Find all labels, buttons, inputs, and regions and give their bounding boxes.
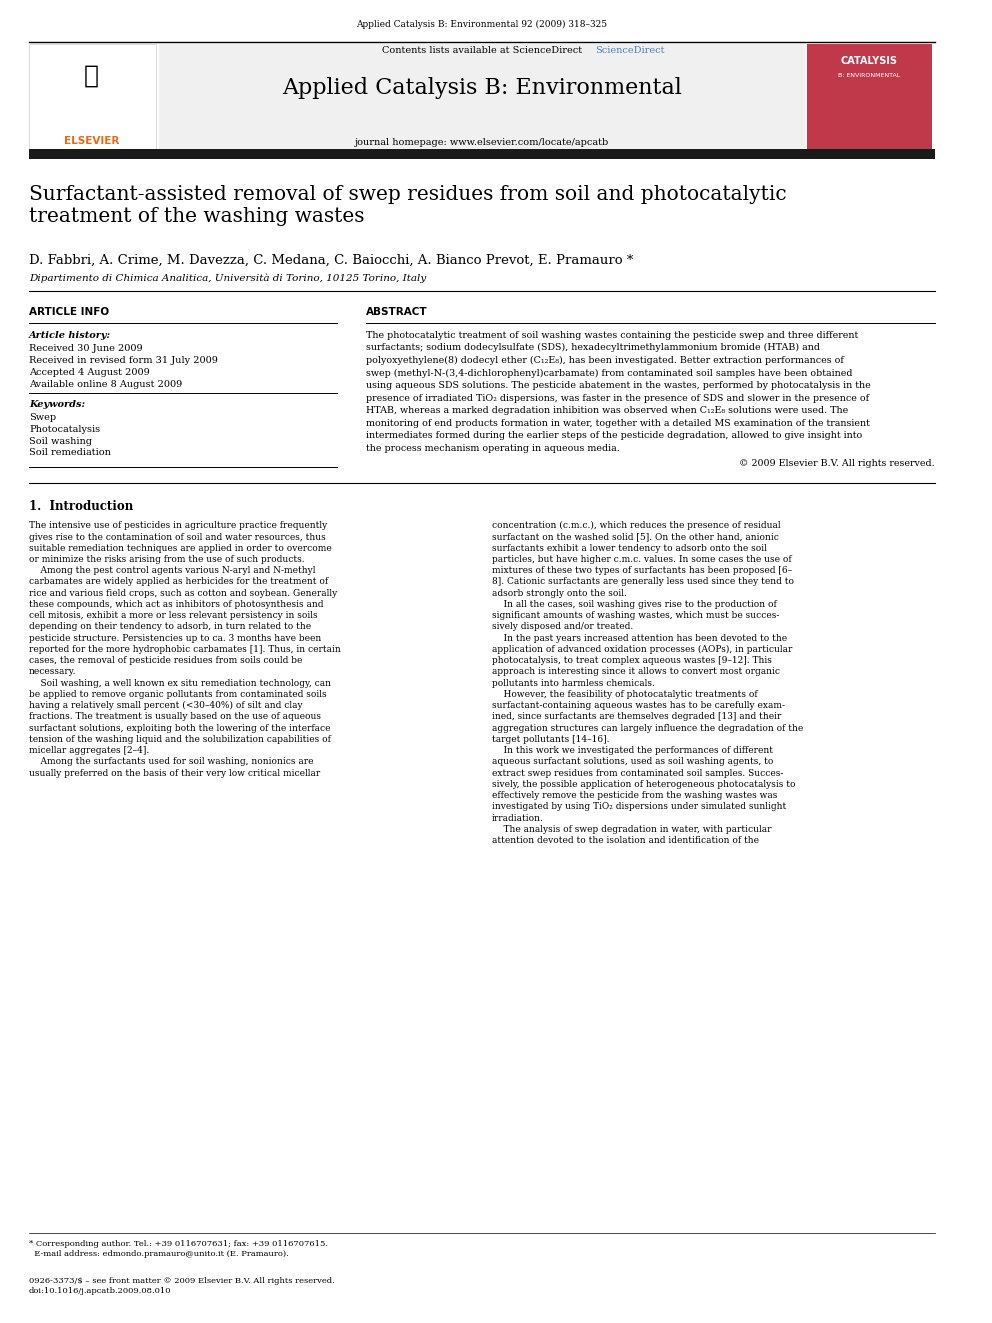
Text: Contents lists available at ScienceDirect: Contents lists available at ScienceDirec… [382, 46, 582, 56]
Text: Applied Catalysis B: Environmental: Applied Catalysis B: Environmental [282, 77, 682, 99]
Text: aggregation structures can largely influence the degradation of the: aggregation structures can largely influ… [492, 724, 803, 733]
Text: Among the pest control agents various N-aryl and N-methyl: Among the pest control agents various N-… [29, 566, 315, 576]
Text: In this work we investigated the performances of different: In this work we investigated the perform… [492, 746, 773, 755]
Text: reported for the more hydrophobic carbamates [1]. Thus, in certain: reported for the more hydrophobic carbam… [29, 644, 340, 654]
Text: presence of irradiated TiO₂ dispersions, was faster in the presence of SDS and s: presence of irradiated TiO₂ dispersions,… [366, 393, 869, 402]
Text: irradiation.: irradiation. [492, 814, 544, 823]
Text: Soil washing, a well known ex situ remediation technology, can: Soil washing, a well known ex situ remed… [29, 679, 331, 688]
Text: aqueous surfactant solutions, used as soil washing agents, to: aqueous surfactant solutions, used as so… [492, 757, 773, 766]
Text: attention devoted to the isolation and identification of the: attention devoted to the isolation and i… [492, 836, 759, 845]
Text: © 2009 Elsevier B.V. All rights reserved.: © 2009 Elsevier B.V. All rights reserved… [739, 459, 935, 468]
Text: Swep: Swep [29, 413, 56, 422]
Text: mixtures of these two types of surfactants has been proposed [6–: mixtures of these two types of surfactan… [492, 566, 792, 576]
Text: In the past years increased attention has been devoted to the: In the past years increased attention ha… [492, 634, 787, 643]
Text: extract swep residues from contaminated soil samples. Succes-: extract swep residues from contaminated … [492, 769, 783, 778]
Text: photocatalysis, to treat complex aqueous wastes [9–12]. This: photocatalysis, to treat complex aqueous… [492, 656, 772, 665]
Text: 8]. Cationic surfactants are generally less used since they tend to: 8]. Cationic surfactants are generally l… [492, 577, 794, 586]
Text: * Corresponding author. Tel.: +39 0116707631; fax: +39 0116707615.: * Corresponding author. Tel.: +39 011670… [29, 1240, 328, 1248]
Text: particles, but have higher c.m.c. values. In some cases the use of: particles, but have higher c.m.c. values… [492, 554, 792, 564]
Text: micellar aggregates [2–4].: micellar aggregates [2–4]. [29, 746, 149, 755]
Text: However, the feasibility of photocatalytic treatments of: However, the feasibility of photocatalyt… [492, 689, 757, 699]
Text: D. Fabbri, A. Crime, M. Davezza, C. Medana, C. Baiocchi, A. Bianco Prevot, E. Pr: D. Fabbri, A. Crime, M. Davezza, C. Meda… [29, 254, 633, 267]
Text: ScienceDirect: ScienceDirect [595, 46, 665, 56]
Text: B: ENVIRONMENTAL: B: ENVIRONMENTAL [838, 73, 901, 78]
Text: Among the surfactants used for soil washing, nonionics are: Among the surfactants used for soil wash… [29, 757, 313, 766]
FancyBboxPatch shape [29, 149, 935, 159]
Text: Available online 8 August 2009: Available online 8 August 2009 [29, 380, 183, 389]
Text: Dipartimento di Chimica Analitica, Università di Torino, 10125 Torino, Italy: Dipartimento di Chimica Analitica, Unive… [29, 274, 427, 283]
Text: surfactant on the washed solid [5]. On the other hand, anionic: surfactant on the washed solid [5]. On t… [492, 532, 779, 541]
Text: Received in revised form 31 July 2009: Received in revised form 31 July 2009 [29, 356, 218, 365]
Text: Accepted 4 August 2009: Accepted 4 August 2009 [29, 368, 150, 377]
Text: effectively remove the pesticide from the washing wastes was: effectively remove the pesticide from th… [492, 791, 777, 800]
Text: concentration (c.m.c.), which reduces the presence of residual: concentration (c.m.c.), which reduces th… [492, 521, 781, 531]
Text: The photocatalytic treatment of soil washing wastes containing the pesticide swe: The photocatalytic treatment of soil was… [366, 331, 858, 340]
Text: The intensive use of pesticides in agriculture practice frequently: The intensive use of pesticides in agric… [29, 521, 327, 531]
FancyBboxPatch shape [29, 44, 156, 152]
Text: ined, since surfactants are themselves degraded [13] and their: ined, since surfactants are themselves d… [492, 712, 781, 721]
Text: In all the cases, soil washing gives rise to the production of: In all the cases, soil washing gives ris… [492, 599, 777, 609]
Text: necessary.: necessary. [29, 667, 76, 676]
Text: polyoxyethylene(8) dodecyl ether (C₁₂E₈), has been investigated. Better extracti: polyoxyethylene(8) dodecyl ether (C₁₂E₈)… [366, 356, 844, 365]
Text: having a relatively small percent (<30–40%) of silt and clay: having a relatively small percent (<30–4… [29, 701, 303, 710]
Text: application of advanced oxidation processes (AOPs), in particular: application of advanced oxidation proces… [492, 644, 792, 654]
Text: 0926-3373/$ – see front matter © 2009 Elsevier B.V. All rights reserved.: 0926-3373/$ – see front matter © 2009 El… [29, 1277, 334, 1285]
Text: or minimize the risks arising from the use of such products.: or minimize the risks arising from the u… [29, 554, 305, 564]
Text: fractions. The treatment is usually based on the use of aqueous: fractions. The treatment is usually base… [29, 712, 321, 721]
Text: pesticide structure. Persistencies up to ca. 3 months have been: pesticide structure. Persistencies up to… [29, 634, 321, 643]
FancyBboxPatch shape [159, 44, 805, 152]
FancyBboxPatch shape [806, 44, 932, 152]
Text: swep (methyl-N-(3,4-dichlorophenyl)carbamate) from contaminated soil samples hav: swep (methyl-N-(3,4-dichlorophenyl)carba… [366, 368, 853, 377]
Text: suitable remediation techniques are applied in order to overcome: suitable remediation techniques are appl… [29, 544, 331, 553]
Text: cell mitosis, exhibit a more or less relevant persistency in soils: cell mitosis, exhibit a more or less rel… [29, 611, 317, 620]
Text: surfactants exhibit a lower tendency to adsorb onto the soil: surfactants exhibit a lower tendency to … [492, 544, 767, 553]
Text: 1.  Introduction: 1. Introduction [29, 500, 133, 513]
Text: tension of the washing liquid and the solubilization capabilities of: tension of the washing liquid and the so… [29, 734, 330, 744]
Text: rice and various field crops, such as cotton and soybean. Generally: rice and various field crops, such as co… [29, 589, 337, 598]
Text: gives rise to the contamination of soil and water resources, thus: gives rise to the contamination of soil … [29, 532, 325, 541]
Text: 🌳: 🌳 [84, 64, 99, 87]
Text: adsorb strongly onto the soil.: adsorb strongly onto the soil. [492, 589, 627, 598]
Text: be applied to remove organic pollutants from contaminated soils: be applied to remove organic pollutants … [29, 689, 326, 699]
Text: doi:10.1016/j.apcatb.2009.08.010: doi:10.1016/j.apcatb.2009.08.010 [29, 1287, 172, 1295]
Text: Applied Catalysis B: Environmental 92 (2009) 318–325: Applied Catalysis B: Environmental 92 (2… [356, 20, 607, 29]
Text: sively, the possible application of heterogeneous photocatalysis to: sively, the possible application of hete… [492, 779, 796, 789]
Text: Soil remediation: Soil remediation [29, 448, 111, 458]
Text: Surfactant-assisted removal of swep residues from soil and photocatalytic
treatm: Surfactant-assisted removal of swep resi… [29, 185, 787, 226]
Text: Keywords:: Keywords: [29, 400, 85, 409]
Text: sively disposed and/or treated.: sively disposed and/or treated. [492, 622, 633, 631]
Text: journal homepage: www.elsevier.com/locate/apcatb: journal homepage: www.elsevier.com/locat… [355, 138, 609, 147]
Text: Received 30 June 2009: Received 30 June 2009 [29, 344, 143, 353]
Text: these compounds, which act as inhibitors of photosynthesis and: these compounds, which act as inhibitors… [29, 599, 323, 609]
Text: carbamates are widely applied as herbicides for the treatment of: carbamates are widely applied as herbici… [29, 577, 328, 586]
Text: CATALYSIS: CATALYSIS [841, 56, 898, 66]
Text: monitoring of end products formation in water, together with a detailed MS exami: monitoring of end products formation in … [366, 418, 870, 427]
Text: investigated by using TiO₂ dispersions under simulated sunlight: investigated by using TiO₂ dispersions u… [492, 802, 786, 811]
Text: surfactants; sodium dodecylsulfate (SDS), hexadecyltrimethylammonium bromide (HT: surfactants; sodium dodecylsulfate (SDS)… [366, 343, 820, 352]
Text: ARTICLE INFO: ARTICLE INFO [29, 307, 109, 318]
Text: Photocatalysis: Photocatalysis [29, 425, 100, 434]
Text: intermediates formed during the earlier steps of the pesticide degradation, allo: intermediates formed during the earlier … [366, 431, 862, 441]
Text: HTAB, whereas a marked degradation inhibition was observed when C₁₂E₈ solutions : HTAB, whereas a marked degradation inhib… [366, 406, 848, 415]
Text: usually preferred on the basis of their very low critical micellar: usually preferred on the basis of their … [29, 769, 320, 778]
Text: ELSEVIER: ELSEVIER [63, 136, 119, 147]
Text: Soil washing: Soil washing [29, 437, 92, 446]
Text: approach is interesting since it allows to convert most organic: approach is interesting since it allows … [492, 667, 780, 676]
Text: Article history:: Article history: [29, 331, 111, 340]
Text: surfactant solutions, exploiting both the lowering of the interface: surfactant solutions, exploiting both th… [29, 724, 330, 733]
Text: using aqueous SDS solutions. The pesticide abatement in the wastes, performed by: using aqueous SDS solutions. The pestici… [366, 381, 871, 390]
Text: The analysis of swep degradation in water, with particular: The analysis of swep degradation in wate… [492, 824, 771, 833]
Text: target pollutants [14–16].: target pollutants [14–16]. [492, 734, 609, 744]
Text: depending on their tendency to adsorb, in turn related to the: depending on their tendency to adsorb, i… [29, 622, 311, 631]
Text: ABSTRACT: ABSTRACT [366, 307, 428, 318]
Text: surfactant-containing aqueous wastes has to be carefully exam-: surfactant-containing aqueous wastes has… [492, 701, 785, 710]
Text: significant amounts of washing wastes, which must be succes-: significant amounts of washing wastes, w… [492, 611, 779, 620]
Text: E-mail address: edmondo.pramauro@unito.it (E. Pramauro).: E-mail address: edmondo.pramauro@unito.i… [29, 1250, 289, 1258]
Text: the process mechanism operating in aqueous media.: the process mechanism operating in aqueo… [366, 443, 620, 452]
Text: cases, the removal of pesticide residues from soils could be: cases, the removal of pesticide residues… [29, 656, 303, 665]
Text: pollutants into harmless chemicals.: pollutants into harmless chemicals. [492, 679, 655, 688]
